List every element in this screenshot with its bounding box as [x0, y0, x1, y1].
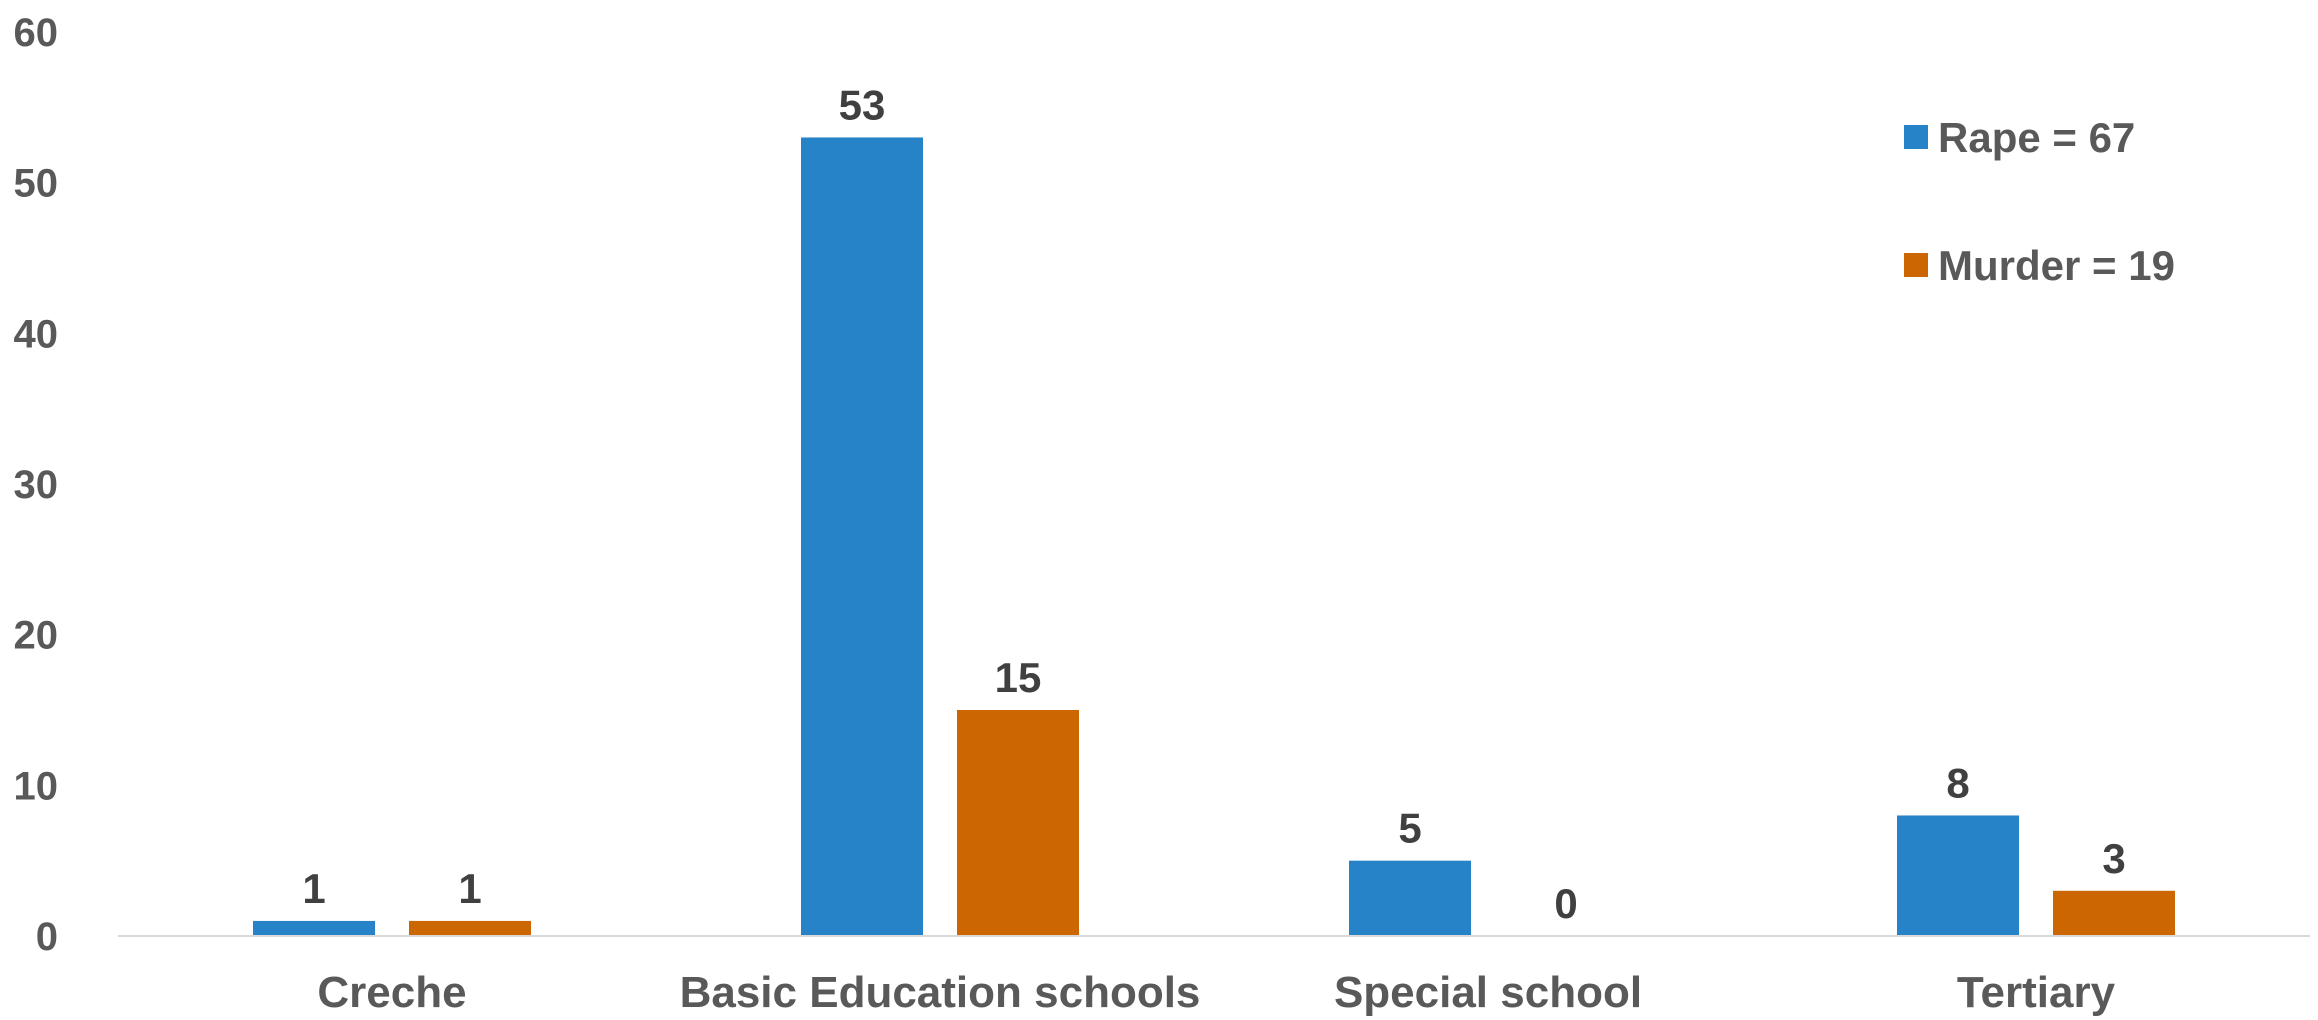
x-category-label: Creche [317, 968, 466, 1017]
y-tick-label: 40 [14, 312, 59, 356]
y-tick-label: 60 [14, 11, 59, 55]
data-label: 53 [839, 81, 886, 128]
plot-area: 1 1 53 15 5 0 8 3 [253, 81, 2175, 936]
legend-swatch [1904, 253, 1928, 277]
legend-swatch [1904, 125, 1928, 149]
bar-murder [957, 710, 1079, 936]
bar-rape [1897, 815, 2019, 936]
y-tick-label: 50 [14, 162, 59, 206]
data-label: 3 [2102, 835, 2125, 882]
y-axis: 0 10 20 30 40 50 60 [14, 11, 59, 959]
legend-label: Rape = 67 [1938, 114, 2135, 161]
data-label: 1 [458, 865, 481, 912]
legend: Rape = 67 Murder = 19 [1904, 114, 2175, 289]
y-tick-label: 20 [14, 614, 59, 658]
data-label: 1 [302, 865, 325, 912]
x-category-label: Special school [1334, 968, 1642, 1017]
data-label: 15 [995, 654, 1042, 701]
legend-label: Murder = 19 [1938, 242, 2175, 289]
x-category-label: Tertiary [1957, 968, 2116, 1017]
bar-rape [801, 137, 923, 936]
y-tick-label: 30 [14, 463, 59, 507]
x-category-label: Basic Education schools [680, 968, 1201, 1017]
bar-murder [409, 920, 531, 936]
data-label: 0 [1554, 880, 1577, 927]
y-tick-label: 0 [36, 915, 58, 959]
data-label: 8 [1946, 759, 1969, 806]
bar-murder [2053, 890, 2175, 936]
data-label: 5 [1398, 805, 1421, 852]
bar-rape [253, 920, 375, 936]
y-tick-label: 10 [14, 764, 59, 808]
x-axis: Creche Basic Education schools Special sch… [118, 935, 2310, 1017]
bar-rape [1349, 860, 1471, 936]
